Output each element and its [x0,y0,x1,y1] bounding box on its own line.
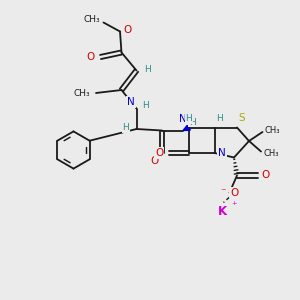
Text: CH₃: CH₃ [263,148,279,158]
Text: CH₃: CH₃ [84,15,101,24]
Text: O: O [262,170,270,181]
Text: O: O [86,52,94,62]
Text: S: S [238,113,245,123]
Text: O: O [230,188,238,198]
Text: CH₃: CH₃ [74,88,90,98]
Text: ⁺: ⁺ [231,201,236,211]
Text: ⁻: ⁻ [220,187,226,197]
Text: H: H [186,114,192,123]
Text: N: N [218,148,226,158]
Text: O: O [123,25,131,35]
Text: O: O [155,148,164,158]
Text: H: H [142,101,149,110]
Text: N: N [127,97,135,107]
Text: H: H [189,118,196,127]
Polygon shape [183,125,190,130]
Text: H: H [144,64,151,74]
Text: N: N [179,115,187,124]
Text: CH₃: CH₃ [265,126,280,135]
Text: H: H [216,114,223,123]
Text: H: H [122,123,129,132]
Text: O: O [151,156,159,166]
Text: K: K [218,205,226,218]
